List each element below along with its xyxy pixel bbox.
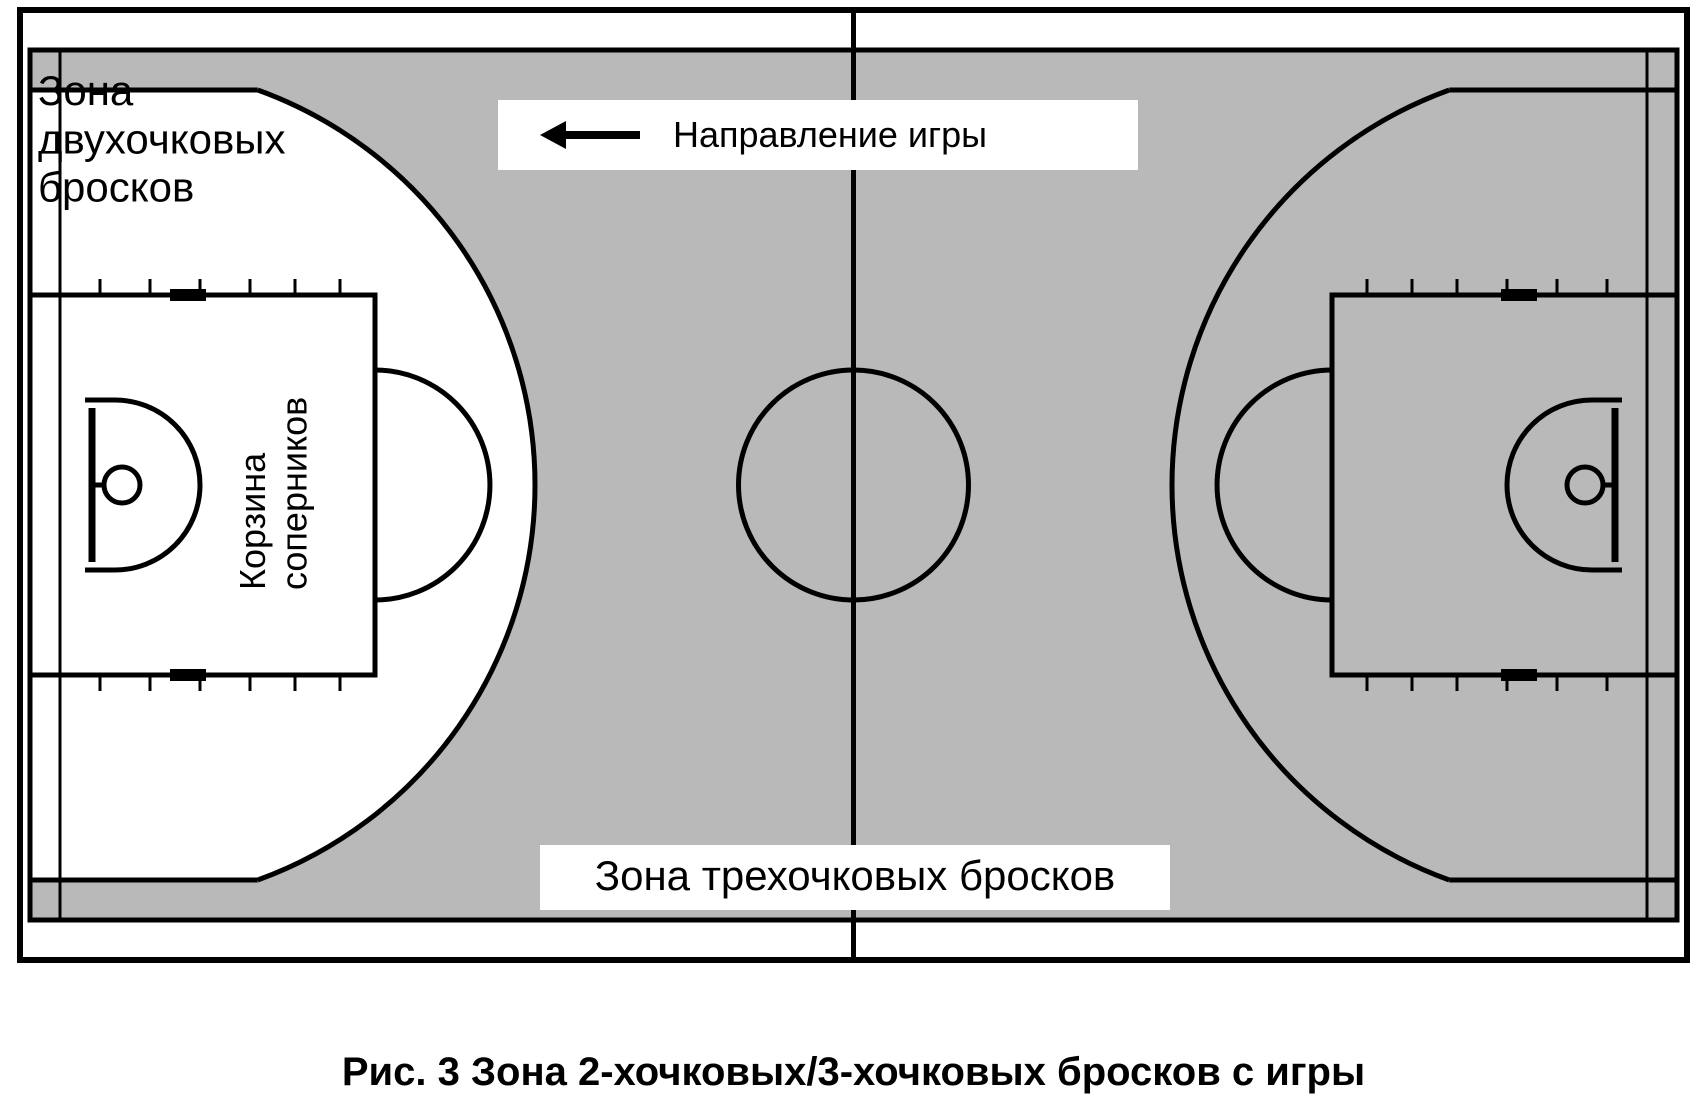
three-point-zone-label: Зона трехочковых бросков — [595, 852, 1116, 899]
figure-caption: Рис. 3 Зона 2-хочковых/3-хочковых броско… — [0, 1050, 1707, 1095]
three-point-zone-box: Зона трехочковых бросков — [540, 845, 1170, 910]
basketball-court-diagram: ЗонадвухочковыхбросковКорзинасоперниковН… — [0, 0, 1707, 980]
direction-of-play-label: Направление игры — [673, 114, 987, 155]
direction-of-play-box: Направление игры — [498, 100, 1138, 170]
